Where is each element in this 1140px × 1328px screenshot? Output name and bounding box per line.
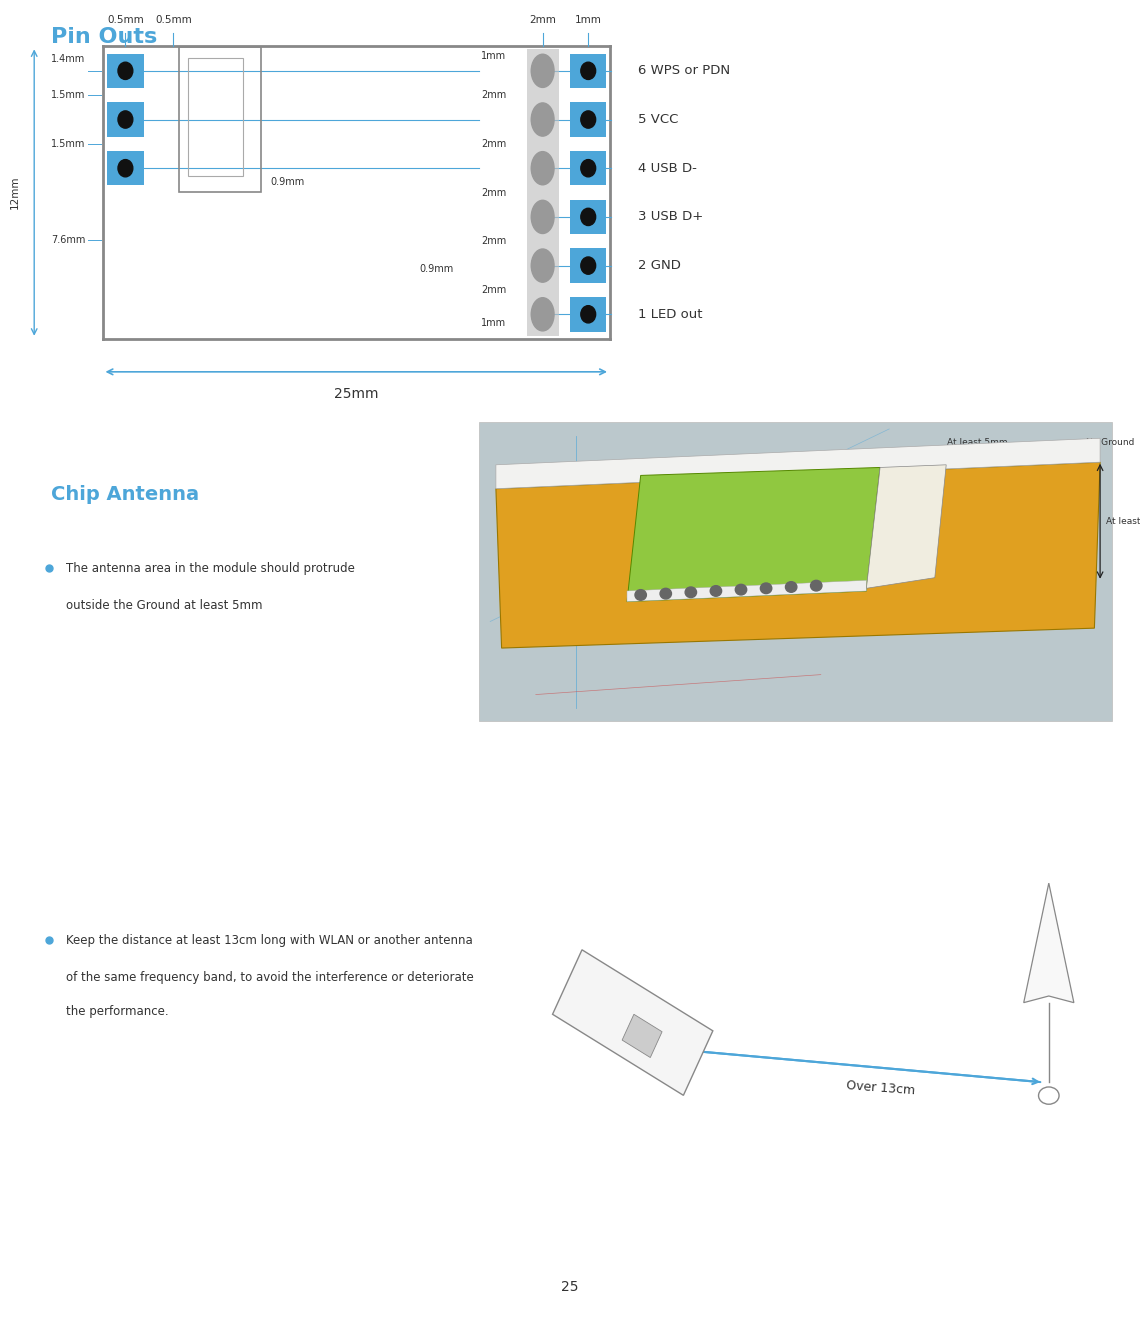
- Text: 1mm: 1mm: [481, 319, 506, 328]
- Text: 12mm: 12mm: [10, 175, 19, 210]
- Text: 2mm: 2mm: [481, 236, 506, 246]
- FancyBboxPatch shape: [570, 151, 606, 186]
- FancyBboxPatch shape: [479, 422, 1112, 721]
- FancyBboxPatch shape: [570, 199, 606, 234]
- Text: Keep the distance at least 13cm long with WLAN or another antenna: Keep the distance at least 13cm long wit…: [66, 934, 473, 947]
- Text: of the same frequency band, to avoid the interference or deteriorate: of the same frequency band, to avoid the…: [66, 971, 474, 984]
- Text: 1mm: 1mm: [575, 15, 602, 25]
- Ellipse shape: [531, 151, 554, 185]
- Polygon shape: [1024, 883, 1074, 1003]
- Ellipse shape: [531, 201, 554, 234]
- Ellipse shape: [580, 208, 595, 226]
- Ellipse shape: [580, 62, 595, 80]
- Text: 2mm: 2mm: [481, 139, 506, 149]
- Polygon shape: [627, 580, 866, 602]
- Text: 2mm: 2mm: [481, 187, 506, 198]
- Ellipse shape: [685, 587, 697, 598]
- Text: 0.5mm: 0.5mm: [155, 15, 192, 25]
- Text: 7.6mm: 7.6mm: [51, 235, 86, 246]
- FancyBboxPatch shape: [570, 248, 606, 283]
- Ellipse shape: [531, 104, 554, 137]
- Ellipse shape: [580, 159, 595, 177]
- Ellipse shape: [119, 62, 132, 80]
- Text: 6 WPS or PDN: 6 WPS or PDN: [638, 64, 731, 77]
- Text: Pin Outs: Pin Outs: [51, 27, 157, 46]
- Ellipse shape: [710, 586, 722, 596]
- FancyBboxPatch shape: [107, 151, 144, 186]
- Text: 0.9mm: 0.9mm: [420, 264, 454, 275]
- Text: 1.5mm: 1.5mm: [51, 139, 86, 149]
- Text: The antenna area in the module should protrude: The antenna area in the module should pr…: [66, 562, 355, 575]
- FancyBboxPatch shape: [527, 49, 559, 336]
- Text: At least 5mm: At least 5mm: [947, 438, 1008, 448]
- Text: 4 USB D-: 4 USB D-: [638, 162, 698, 175]
- Polygon shape: [496, 462, 1100, 648]
- Ellipse shape: [760, 583, 772, 594]
- Text: outside the Ground at least 5mm: outside the Ground at least 5mm: [66, 599, 262, 612]
- FancyBboxPatch shape: [570, 53, 606, 88]
- Ellipse shape: [531, 250, 554, 282]
- Text: Over 13cm: Over 13cm: [846, 1078, 915, 1097]
- Text: 5 VCC: 5 VCC: [638, 113, 678, 126]
- Text: 1.5mm: 1.5mm: [51, 90, 86, 100]
- Ellipse shape: [119, 112, 132, 129]
- FancyBboxPatch shape: [107, 53, 144, 88]
- Ellipse shape: [531, 297, 554, 331]
- Ellipse shape: [580, 305, 595, 323]
- FancyBboxPatch shape: [570, 102, 606, 137]
- Text: 0.9mm: 0.9mm: [270, 178, 304, 187]
- Text: 1 LED out: 1 LED out: [638, 308, 703, 321]
- Polygon shape: [627, 467, 880, 602]
- Polygon shape: [553, 950, 712, 1096]
- Ellipse shape: [119, 159, 132, 177]
- Ellipse shape: [580, 112, 595, 129]
- FancyBboxPatch shape: [107, 102, 144, 137]
- Text: 1.4mm: 1.4mm: [51, 53, 86, 64]
- FancyBboxPatch shape: [570, 297, 606, 332]
- Text: the performance.: the performance.: [66, 1005, 169, 1019]
- Text: 25mm: 25mm: [334, 388, 378, 401]
- Text: 25: 25: [561, 1280, 579, 1293]
- Text: 1mm: 1mm: [481, 50, 506, 61]
- Text: 2 GND: 2 GND: [638, 259, 682, 272]
- Text: 2mm: 2mm: [529, 15, 556, 25]
- Text: 3 USB D+: 3 USB D+: [638, 210, 703, 223]
- Text: At least 5mm: At least 5mm: [1106, 517, 1140, 526]
- Ellipse shape: [811, 580, 822, 591]
- Ellipse shape: [635, 590, 646, 600]
- Polygon shape: [496, 438, 1100, 489]
- Ellipse shape: [580, 256, 595, 274]
- Text: 2mm: 2mm: [481, 90, 506, 100]
- Ellipse shape: [660, 588, 671, 599]
- Polygon shape: [622, 1015, 662, 1057]
- Ellipse shape: [785, 582, 797, 592]
- Text: 2mm: 2mm: [481, 286, 506, 295]
- Ellipse shape: [531, 54, 554, 88]
- Text: Chip Antenna: Chip Antenna: [51, 485, 200, 503]
- Text: No Ground: No Ground: [1086, 438, 1134, 448]
- Polygon shape: [866, 465, 946, 588]
- Ellipse shape: [735, 584, 747, 595]
- Text: 0.5mm: 0.5mm: [107, 15, 144, 25]
